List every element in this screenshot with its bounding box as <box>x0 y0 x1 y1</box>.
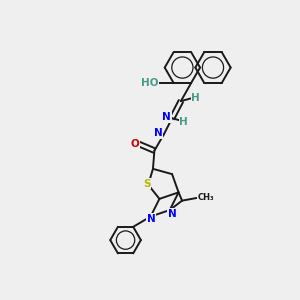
Text: S: S <box>143 178 151 189</box>
Text: CH₃: CH₃ <box>198 193 214 202</box>
Text: H: H <box>191 93 200 103</box>
Text: H: H <box>179 117 188 127</box>
Text: N: N <box>154 128 162 138</box>
Text: N: N <box>162 112 171 122</box>
Text: N: N <box>147 214 156 224</box>
Text: HO: HO <box>141 78 159 88</box>
Text: N: N <box>168 208 176 219</box>
Text: O: O <box>130 139 140 148</box>
